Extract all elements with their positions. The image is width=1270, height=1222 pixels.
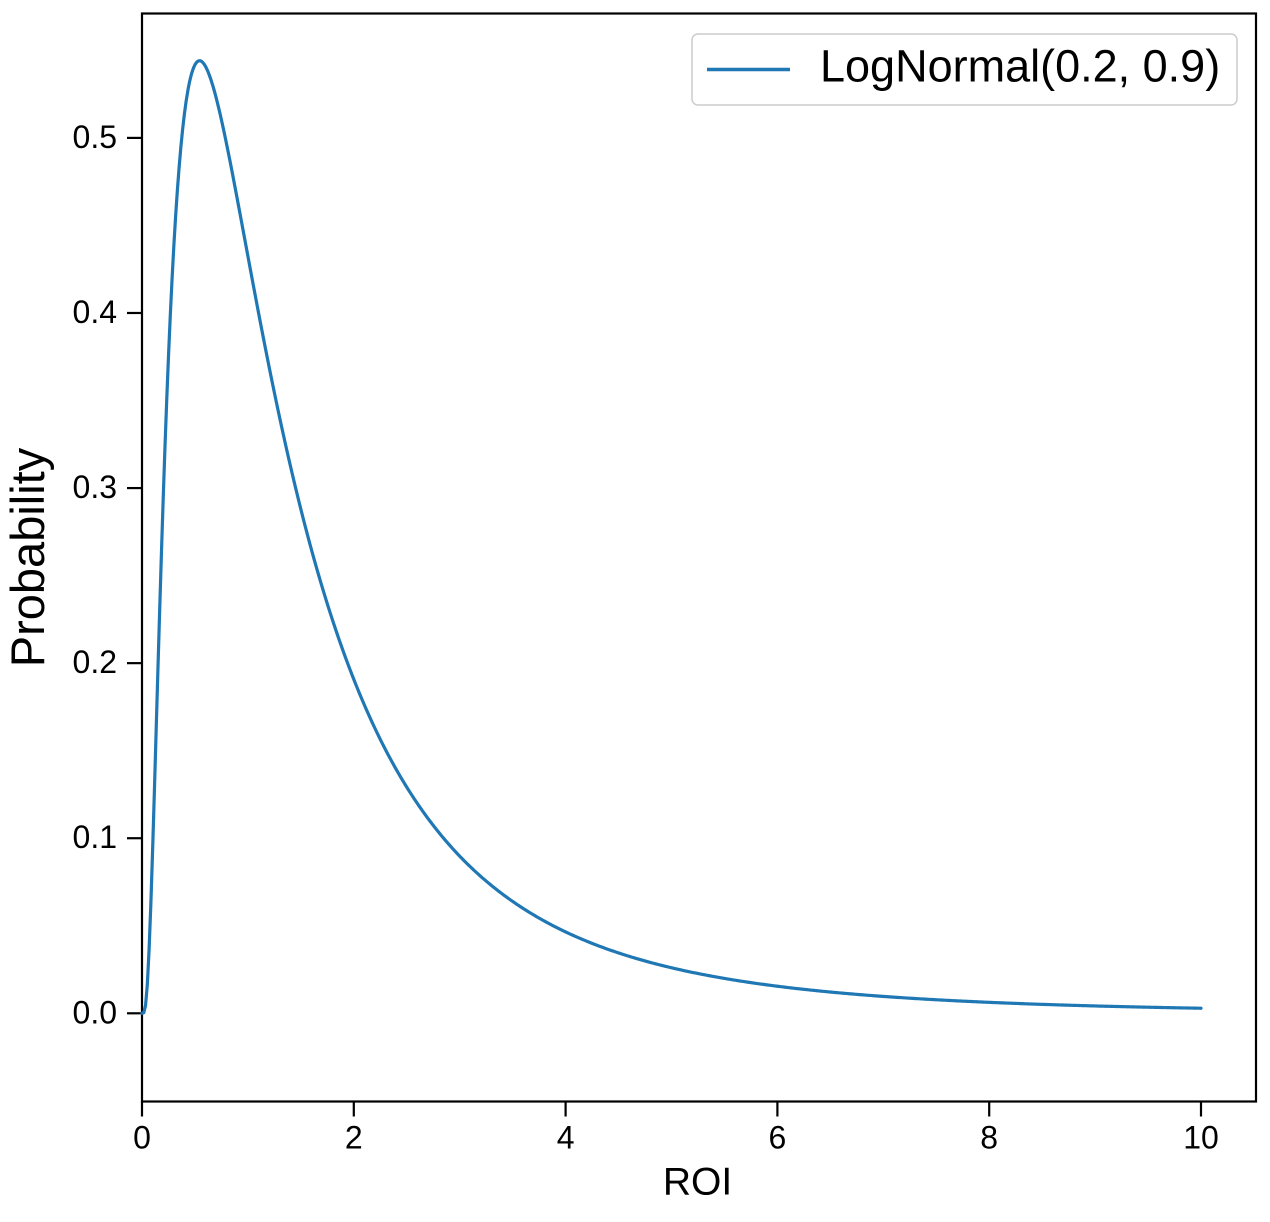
- svg-text:0: 0: [133, 1120, 151, 1156]
- svg-text:LogNormal(0.2, 0.9): LogNormal(0.2, 0.9): [820, 41, 1220, 92]
- svg-text:0.3: 0.3: [73, 469, 117, 505]
- svg-text:0.5: 0.5: [73, 119, 117, 155]
- svg-text:6: 6: [769, 1120, 787, 1156]
- svg-text:10: 10: [1183, 1120, 1219, 1156]
- svg-text:ROI: ROI: [663, 1161, 732, 1204]
- svg-text:2: 2: [345, 1120, 363, 1156]
- svg-text:0.0: 0.0: [73, 994, 117, 1030]
- svg-text:0.2: 0.2: [73, 644, 117, 680]
- svg-text:Probability: Probability: [1, 447, 54, 667]
- svg-text:0.1: 0.1: [73, 819, 117, 855]
- svg-text:0.4: 0.4: [73, 294, 117, 330]
- svg-text:4: 4: [557, 1120, 575, 1156]
- svg-text:8: 8: [980, 1120, 998, 1156]
